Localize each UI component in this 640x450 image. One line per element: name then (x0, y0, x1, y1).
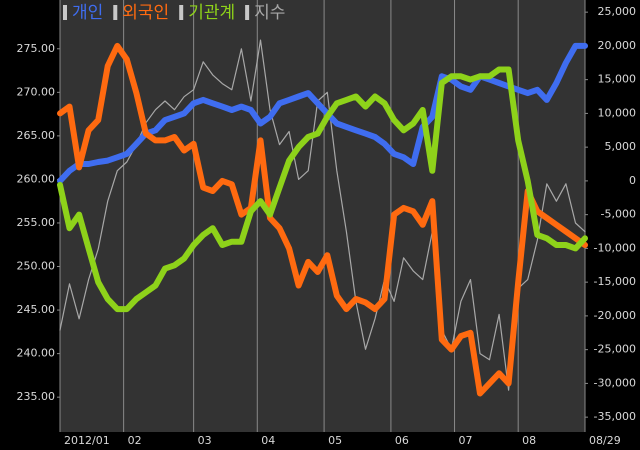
x-tick-label: 2012/01 (64, 434, 110, 447)
x-tick-label: 04 (261, 434, 275, 447)
series-line (59, 39, 586, 391)
legend-swatch (113, 5, 118, 20)
y-tick-label: 245.00 (17, 303, 56, 316)
x-tick-label: 06 (395, 434, 409, 447)
x-tick-label: 02 (128, 434, 142, 447)
y2-tick-label: -5,000 (601, 208, 636, 221)
y-tick-label: 255.00 (17, 216, 56, 229)
legend-label: 지수 (254, 3, 285, 23)
legend-label: 개인 (72, 3, 103, 23)
y-tick-label: 235.00 (17, 390, 56, 403)
legend-swatch (245, 5, 250, 20)
y-tick-label: 275.00 (17, 42, 56, 55)
y-tick-label: 270.00 (17, 85, 56, 98)
y-tick-label: 265.00 (17, 129, 56, 142)
y2-tick-label: -15,000 (594, 275, 636, 288)
y2-tick-label: -10,000 (594, 241, 636, 254)
y-tick-label: 240.00 (17, 347, 56, 360)
legend-label: 외국인 (122, 3, 169, 23)
y-tick-label: 260.00 (17, 172, 56, 185)
y-tick-label: 250.00 (17, 260, 56, 273)
y2-tick-label: 20,000 (598, 39, 637, 52)
y2-tick-label: -20,000 (594, 309, 636, 322)
legend: 개인 외국인 기관계 지수 (63, 3, 285, 23)
y2-tick-label: 10,000 (598, 106, 637, 119)
x-tick-label: 05 (328, 434, 342, 447)
y2-tick-label: -25,000 (594, 343, 636, 356)
legend-swatch (63, 5, 67, 20)
y2-tick-label: 25,000 (598, 5, 637, 18)
x-tick-label: 03 (198, 434, 212, 447)
series-line (57, 66, 588, 313)
y2-tick-label: 5,000 (605, 140, 637, 153)
y2-tick-label: 15,000 (598, 73, 637, 86)
x-tick-label: 07 (459, 434, 473, 447)
y2-tick-label: -30,000 (594, 376, 636, 389)
legend-swatch (179, 5, 184, 20)
x-tick-label: 08/29 (589, 434, 621, 447)
series-line (57, 42, 588, 397)
y2-tick-label: 0 (629, 174, 636, 187)
legend-label: 기관계 (188, 3, 235, 23)
y2-tick-label: -35,000 (594, 410, 636, 423)
x-tick-label: 08 (522, 434, 536, 447)
